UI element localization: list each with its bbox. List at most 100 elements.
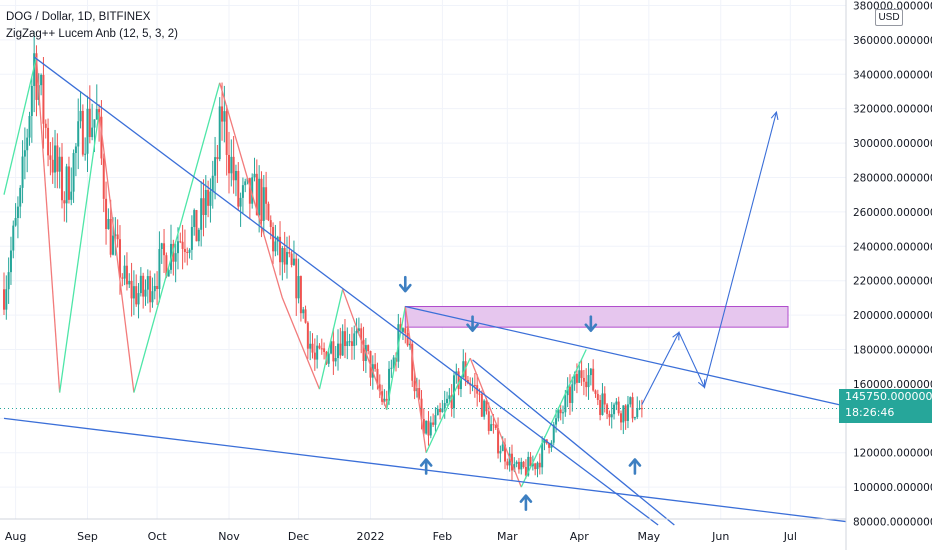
candle — [9, 236, 12, 285]
candle-body — [109, 218, 112, 255]
candle-body — [527, 456, 530, 476]
candle — [42, 56, 45, 149]
symbol-title[interactable]: DOG / Dollar, 1D, BITFINEX — [6, 11, 151, 23]
candle — [432, 413, 435, 427]
candle — [132, 270, 135, 316]
candle — [313, 338, 316, 371]
candle-body — [285, 252, 288, 265]
candle — [617, 396, 620, 416]
candle-body — [392, 357, 395, 368]
time-tick-label: Dec — [288, 530, 309, 543]
candle-body — [142, 275, 145, 297]
candle — [571, 376, 574, 412]
signal-arrows — [398, 275, 642, 511]
bar-countdown: 18:26:46 — [845, 406, 895, 419]
candle — [181, 224, 184, 270]
candle-body — [137, 293, 140, 305]
candle — [49, 141, 52, 176]
candle — [186, 247, 189, 266]
candle-body — [432, 422, 435, 425]
candle — [200, 181, 203, 247]
down-arrow-icon — [466, 315, 479, 333]
candle-body — [601, 393, 604, 415]
candle-body — [123, 265, 126, 279]
candle — [7, 257, 10, 304]
candle-body — [274, 241, 277, 252]
zigzag-indicator — [3, 56, 587, 488]
candle — [88, 85, 91, 144]
candle-body — [506, 461, 509, 466]
zone-rect — [404, 306, 789, 328]
candle — [237, 162, 240, 211]
candle — [74, 143, 77, 177]
trendline — [33, 56, 659, 526]
candle-body — [56, 145, 59, 172]
candle-body — [631, 397, 634, 419]
candle-body — [132, 286, 135, 299]
candle — [279, 221, 282, 276]
candle-body — [350, 341, 353, 346]
candle-body — [443, 403, 446, 409]
currency-button[interactable]: USD — [875, 9, 903, 26]
candle — [65, 163, 68, 223]
candle-body — [262, 187, 265, 221]
candle-body — [355, 330, 358, 334]
candle — [40, 73, 43, 96]
candle-body — [279, 236, 282, 263]
candle-body — [420, 398, 423, 419]
candle — [160, 242, 163, 264]
candle-body — [327, 353, 330, 364]
candle-body — [596, 393, 599, 400]
candle — [346, 327, 349, 360]
candle — [209, 178, 212, 223]
candle — [515, 460, 518, 468]
arrow-head — [398, 283, 412, 293]
candle-body — [302, 309, 305, 314]
candle — [302, 306, 305, 319]
candle — [128, 273, 131, 288]
candle — [385, 390, 388, 408]
candle-body — [218, 106, 221, 160]
candle — [434, 407, 437, 432]
candle — [16, 196, 19, 239]
candle-body — [114, 234, 117, 236]
time-axis[interactable]: Aug Sep Oct Nov Dec 2022 Feb Mar Apr May Jun Jul — [0, 518, 846, 543]
candle-body — [265, 187, 268, 204]
candle-body — [149, 276, 152, 303]
candle — [225, 105, 228, 176]
candle — [183, 229, 186, 263]
candle — [241, 177, 244, 214]
candle-body — [299, 276, 302, 314]
arrow-head — [584, 323, 598, 333]
candle — [494, 424, 497, 430]
candle-body — [28, 116, 31, 138]
indicator-label[interactable]: ZigZag++ Lucem Anb (12, 5, 3, 2) — [6, 28, 178, 40]
candle — [490, 415, 493, 432]
candle-body — [594, 390, 597, 394]
candle-body — [446, 398, 449, 404]
price-axis[interactable]: 80000.00000000 100000.00000000 120000.0000… — [845, 0, 932, 550]
candle-body — [163, 243, 166, 256]
candle — [35, 45, 38, 117]
candle — [234, 164, 237, 197]
zigzag-segment — [281, 297, 321, 390]
candle — [487, 402, 490, 435]
candle-body — [337, 343, 340, 359]
zigzag-segment — [425, 357, 471, 454]
candle — [193, 208, 196, 236]
time-tick-label: May — [637, 530, 660, 543]
candle — [348, 333, 351, 347]
candle — [559, 404, 562, 421]
candle — [114, 217, 117, 256]
candle-body — [105, 198, 108, 230]
candle — [197, 227, 200, 247]
candle — [450, 384, 453, 417]
candle — [592, 359, 595, 392]
candle-body — [253, 173, 256, 178]
candle-body — [77, 121, 80, 147]
candle-body — [624, 405, 627, 421]
candle — [343, 319, 346, 359]
candle-body — [399, 324, 402, 332]
candle — [362, 326, 365, 372]
